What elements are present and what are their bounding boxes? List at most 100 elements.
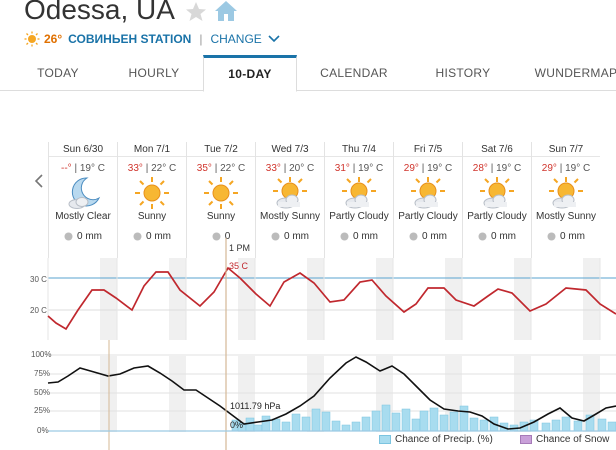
raindrop-icon xyxy=(271,232,280,241)
night-band xyxy=(445,258,462,340)
raindrop-icon xyxy=(409,232,418,241)
favorite-star-icon[interactable] xyxy=(184,0,208,24)
temperature-line xyxy=(47,266,616,331)
day-low: 19° C xyxy=(496,163,522,174)
raindrop-icon xyxy=(547,232,556,241)
legend-snow-swatch xyxy=(520,435,532,444)
day-precip: 0 mm xyxy=(394,231,462,242)
precip-bar xyxy=(469,417,479,432)
day-precip-value: 0 mm xyxy=(146,231,171,242)
day-condition: Sunny xyxy=(137,211,167,222)
day-temps: --° | 19° C xyxy=(61,163,105,174)
day-high: 33° xyxy=(127,163,143,174)
day-temps: 29° | 19° C xyxy=(403,163,453,174)
ten-day-forecast-row: Sun 6/30 --° | 19° C Mostly Clear 0 mm Mon 7… xyxy=(48,142,616,260)
night-band xyxy=(169,258,186,340)
day-column[interactable]: Sun 6/30 --° | 19° C Mostly Clear 0 mm xyxy=(48,142,117,260)
tab-wundermap[interactable]: WUNDERMAP xyxy=(534,66,616,80)
chevron-down-icon[interactable] xyxy=(268,35,280,43)
home-icon[interactable] xyxy=(214,0,238,22)
precip-bar xyxy=(391,412,401,432)
precip-bar xyxy=(245,417,255,432)
sun-cloud-icon xyxy=(549,177,583,209)
raindrop-icon xyxy=(133,232,142,241)
night-band xyxy=(307,258,324,340)
previous-days-arrow-icon[interactable] xyxy=(33,172,45,190)
day-high: 28° xyxy=(472,163,488,174)
day-date: Sun 6/30 xyxy=(49,142,117,157)
temp-y-label-30: 30 C xyxy=(30,275,47,284)
temp-y-label-20: 20 C xyxy=(30,306,47,315)
day-high: --° xyxy=(61,163,72,174)
raindrop-icon xyxy=(478,232,487,241)
day-precip: 0 xyxy=(187,231,255,242)
legend-precip: Chance of Precip. (%) xyxy=(379,434,493,445)
tab-today[interactable]: TODAY xyxy=(37,66,79,80)
precip-y-label-100: 100% xyxy=(31,350,52,359)
tab-hourly[interactable]: HOURLY xyxy=(128,66,180,80)
day-low: 19° C xyxy=(565,163,591,174)
day-high: 35° xyxy=(196,163,212,174)
precip-bar xyxy=(351,421,361,432)
day-column[interactable]: Wed 7/3 33° | 20° C Mostly Sunny 0 mm xyxy=(255,142,324,260)
day-precip-value: 0 mm xyxy=(353,231,378,242)
change-station-link[interactable]: CHANGE xyxy=(210,32,262,46)
precip-bar xyxy=(597,418,607,432)
precip-bar xyxy=(573,420,583,432)
precip-bar xyxy=(429,407,439,432)
day-condition: Partly Cloudy xyxy=(467,211,527,222)
night-band xyxy=(514,356,531,432)
sun-cloud-icon xyxy=(480,177,514,209)
day-high: 31° xyxy=(334,163,350,174)
legend-snow-label: Chance of Snow xyxy=(536,434,610,445)
day-precip: 0 mm xyxy=(118,231,186,242)
day-low: 19° C xyxy=(79,163,105,174)
tab-calendar[interactable]: CALENDAR xyxy=(320,66,388,80)
precip-bar xyxy=(551,419,561,432)
current-temp: 26° xyxy=(44,32,63,46)
day-column[interactable]: Sat 7/6 28° | 19° C Partly Cloudy 0 mm xyxy=(462,142,531,260)
precip-bar xyxy=(361,416,371,432)
day-temps: 33° | 20° C xyxy=(265,163,315,174)
precip-bar xyxy=(371,410,381,432)
precip-bar xyxy=(253,424,263,432)
tab-10-day[interactable]: 10-DAY xyxy=(203,55,297,92)
night-band xyxy=(583,258,600,340)
day-date: Sun 7/7 xyxy=(532,142,600,157)
day-condition: Partly Cloudy xyxy=(398,211,458,222)
pressure-label: 1011.79 hPa xyxy=(230,401,281,411)
day-column[interactable]: Mon 7/1 33° | 22° C Sunny 0 mm xyxy=(117,142,186,260)
sun-cloud-icon xyxy=(273,177,307,209)
day-column[interactable]: Tue 7/2 35° | 22° C Sunny 0 xyxy=(186,142,255,260)
tab-history[interactable]: HISTORY xyxy=(435,66,491,80)
precip-bar xyxy=(381,404,391,432)
day-high: 29° xyxy=(541,163,557,174)
day-column[interactable]: Sun 7/7 29° | 19° C Mostly Sunny 0 mm xyxy=(531,142,600,260)
precip-bar xyxy=(561,416,571,432)
sun-icon xyxy=(135,177,169,209)
day-temps: 33° | 22° C xyxy=(127,163,177,174)
day-high: 29° xyxy=(403,163,419,174)
station-name[interactable]: СОВИНЬЕН STATION xyxy=(68,32,192,46)
day-column[interactable]: Fri 7/5 29° | 19° C Partly Cloudy 0 mm xyxy=(393,142,462,260)
precip-bar xyxy=(281,421,291,432)
day-column[interactable]: Thu 7/4 31° | 19° C Partly Cloudy 0 mm xyxy=(324,142,393,260)
precip-y-label-75: 75% xyxy=(34,369,51,378)
precip-bar xyxy=(401,408,411,432)
precip-bar xyxy=(311,408,321,432)
moon-cloud-icon xyxy=(68,177,101,209)
cursor-time-label: 1 PM xyxy=(229,243,251,253)
day-date: Tue 7/2 xyxy=(187,142,255,157)
forecast-chart-area: 30 C 20 C 100% 75% 50% 25% 0% 1 PM 35 C … xyxy=(0,238,616,450)
station-row: 26° СОВИНЬЕН STATION | CHANGE xyxy=(24,31,280,47)
day-precip-value: 0 mm xyxy=(560,231,585,242)
forecast-charts-svg[interactable] xyxy=(0,238,616,450)
day-precip-value: 0 mm xyxy=(491,231,516,242)
location-header: Odessa, UA 26° СОВИНЬЕН STATION | CHANGE xyxy=(0,0,616,55)
precip-bar xyxy=(607,421,616,432)
precip-bar xyxy=(411,418,421,432)
legend-precip-swatch xyxy=(379,435,391,444)
day-precip-value: 0 xyxy=(224,231,231,242)
night-band xyxy=(583,356,600,432)
day-date: Fri 7/5 xyxy=(394,142,462,157)
